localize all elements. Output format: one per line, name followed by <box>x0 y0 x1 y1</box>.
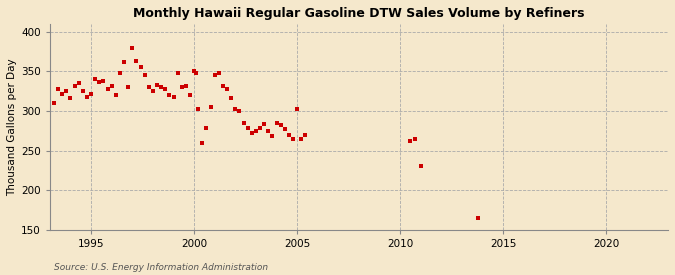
Point <box>53 87 63 91</box>
Point <box>193 107 204 112</box>
Point <box>160 87 171 91</box>
Point <box>259 122 269 127</box>
Point <box>111 93 122 97</box>
Point <box>115 71 126 75</box>
Point <box>221 87 232 91</box>
Point <box>300 133 310 137</box>
Point <box>263 129 273 133</box>
Point <box>191 71 202 75</box>
Point <box>267 134 278 139</box>
Point <box>279 127 290 131</box>
Y-axis label: Thousand Gallons per Day: Thousand Gallons per Day <box>7 58 17 196</box>
Point <box>139 73 150 78</box>
Text: Source: U.S. Energy Information Administration: Source: U.S. Energy Information Administ… <box>54 263 268 272</box>
Point <box>78 89 88 94</box>
Point <box>61 89 72 94</box>
Point <box>275 123 286 127</box>
Point <box>226 96 237 101</box>
Point <box>176 85 187 89</box>
Point <box>230 107 241 112</box>
Point <box>164 93 175 97</box>
Point <box>65 96 76 101</box>
Point <box>189 69 200 74</box>
Point <box>405 139 416 143</box>
Point <box>135 65 146 70</box>
Point <box>205 105 216 109</box>
Point <box>271 121 282 125</box>
Point <box>250 129 261 133</box>
Point <box>201 126 212 131</box>
Point <box>123 85 134 89</box>
Title: Monthly Hawaii Regular Gasoline DTW Sales Volume by Refiners: Monthly Hawaii Regular Gasoline DTW Sale… <box>133 7 585 20</box>
Point <box>131 59 142 63</box>
Point <box>284 133 294 137</box>
Point <box>119 60 130 64</box>
Point <box>180 83 191 88</box>
Point <box>409 136 420 141</box>
Point <box>90 77 101 81</box>
Point <box>234 109 245 113</box>
Point <box>127 45 138 50</box>
Point <box>102 87 113 91</box>
Point <box>254 126 265 131</box>
Point <box>288 136 298 141</box>
Point <box>148 89 159 94</box>
Point <box>209 72 220 77</box>
Point <box>74 81 84 86</box>
Point <box>82 95 92 99</box>
Point <box>292 107 302 112</box>
Point <box>86 91 97 96</box>
Point <box>246 131 257 135</box>
Point <box>197 141 208 145</box>
Point <box>57 91 68 96</box>
Point <box>296 136 306 141</box>
Point <box>184 93 195 97</box>
Point <box>172 71 183 75</box>
Point <box>415 164 426 169</box>
Point <box>242 126 253 131</box>
Point <box>70 83 80 88</box>
Point <box>217 83 228 88</box>
Point <box>152 83 163 87</box>
Point <box>213 71 224 75</box>
Point <box>156 85 167 89</box>
Point <box>168 95 179 99</box>
Point <box>238 121 249 125</box>
Point <box>473 216 484 220</box>
Point <box>106 83 117 88</box>
Point <box>94 80 105 85</box>
Point <box>49 101 59 105</box>
Point <box>98 79 109 83</box>
Point <box>143 85 154 89</box>
